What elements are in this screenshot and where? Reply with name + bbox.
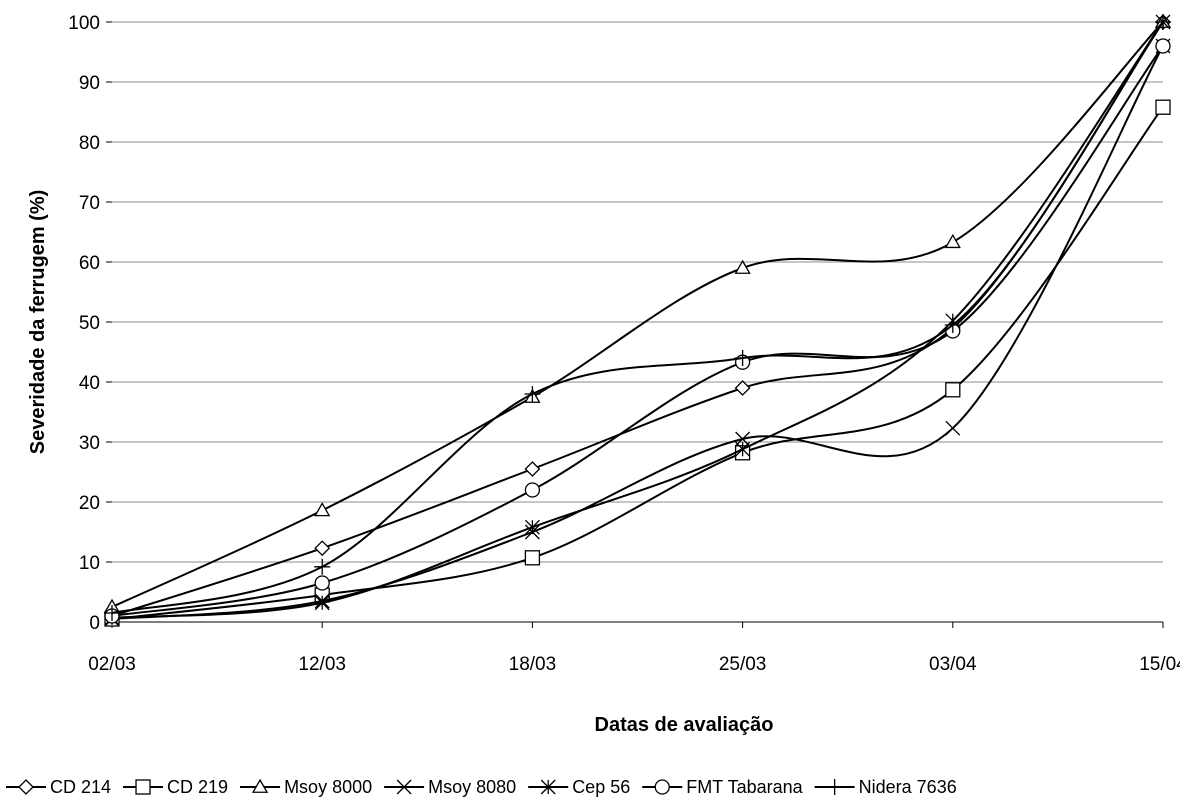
legend-item: Msoy 8080 [384, 777, 516, 797]
data-point-triangle [314, 502, 331, 517]
y-tick-label: 60 [79, 253, 100, 274]
y-tick-label: 90 [79, 73, 100, 94]
data-point-circle [1155, 38, 1171, 54]
legend-item: Nidera 7636 [814, 777, 957, 797]
series-line [111, 45, 1164, 620]
legend-marker-star [540, 779, 556, 795]
series-nidera-7636 [104, 14, 1171, 621]
data-point-plus [1155, 14, 1171, 30]
x-tick-label: 12/03 [298, 654, 346, 675]
data-point-circle [314, 575, 330, 591]
x-tick-label: 25/03 [719, 654, 767, 675]
y-tick-label: 20 [79, 493, 100, 514]
legend-label: FMT Tabarana [686, 777, 803, 797]
data-point-x [945, 420, 961, 436]
legend-item: FMT Tabarana [642, 777, 804, 797]
legend-marker-plus [826, 779, 843, 795]
data-point-circle [524, 482, 541, 498]
data-point-star [524, 519, 540, 535]
data-point-plus [944, 317, 961, 333]
data-point-plus [524, 386, 541, 402]
data-point-square [945, 382, 961, 398]
y-tick-label: 50 [79, 313, 100, 334]
y-tick-labels: 0 10 20 30 40 50 60 70 80 90 100 [68, 13, 112, 634]
data-point-triangle [944, 233, 961, 249]
legend-label: Msoy 8000 [284, 777, 372, 797]
legend-label: Nidera 7636 [859, 777, 957, 797]
series-line [111, 21, 1164, 619]
y-tick-label: 40 [79, 373, 100, 394]
y-tick-label: 100 [68, 13, 100, 34]
series-cd-214 [104, 14, 1171, 624]
data-point-square [524, 550, 541, 566]
y-tick-label: 70 [79, 193, 100, 214]
x-tick-label: 03/04 [929, 654, 977, 675]
data-point-diamond [734, 380, 751, 396]
series-line [111, 45, 1164, 617]
legend-marker-triangle [251, 778, 269, 793]
legend-item: CD 219 [123, 777, 228, 797]
series-line [111, 106, 1164, 620]
data-point-plus [734, 350, 751, 366]
series-line [111, 21, 1164, 614]
legend-label: CD 214 [50, 777, 111, 797]
y-tick-label: 10 [79, 553, 100, 574]
data-point-star [314, 595, 330, 611]
gridlines [112, 21, 1163, 563]
series-cd-219 [104, 99, 1171, 627]
series-cep-56 [104, 14, 1171, 626]
x-tick-label: 02/03 [88, 654, 136, 675]
data-point-diamond [524, 461, 541, 477]
series-msoy-8000 [103, 13, 1172, 613]
data-point-plus [104, 605, 120, 621]
x-axis-title: Datas de avaliação [595, 714, 774, 736]
data-point-square [1155, 99, 1171, 115]
y-tick-label: 0 [89, 613, 100, 634]
series-line [111, 21, 1164, 617]
series-line [111, 21, 1164, 608]
legend-label: Msoy 8080 [428, 777, 516, 797]
legend: CD 214 CD 219 Msoy 8000 Msoy 8080 Cep 56 FMT … [6, 777, 957, 797]
legend-marker-square [135, 779, 151, 795]
x-tick-label: 18/03 [509, 654, 557, 675]
legend-marker-x [396, 779, 412, 795]
legend-label: Cep 56 [572, 777, 630, 797]
series-fmt-tabarana [104, 38, 1171, 624]
y-axis-title: Severidade da ferrugem (%) [27, 190, 49, 455]
data-point-diamond [314, 540, 331, 557]
data-point-star [735, 441, 751, 457]
y-tick-label: 30 [79, 433, 100, 454]
x-tick-label: 15/04 [1139, 654, 1180, 675]
x-tick-labels: 02/03 12/03 18/03 25/03 03/04 15/04 [88, 622, 1180, 675]
legend-marker-diamond [18, 779, 34, 795]
legend-label: CD 219 [167, 777, 228, 797]
data-point-plus [314, 558, 331, 575]
y-tick-label: 80 [79, 133, 100, 154]
data-point-triangle [734, 259, 751, 274]
legend-marker-circle [654, 779, 670, 795]
legend-item: CD 214 [6, 777, 111, 797]
series-lines [103, 13, 1172, 627]
legend-item: Cep 56 [528, 777, 630, 797]
legend-item: Msoy 8000 [240, 777, 372, 797]
